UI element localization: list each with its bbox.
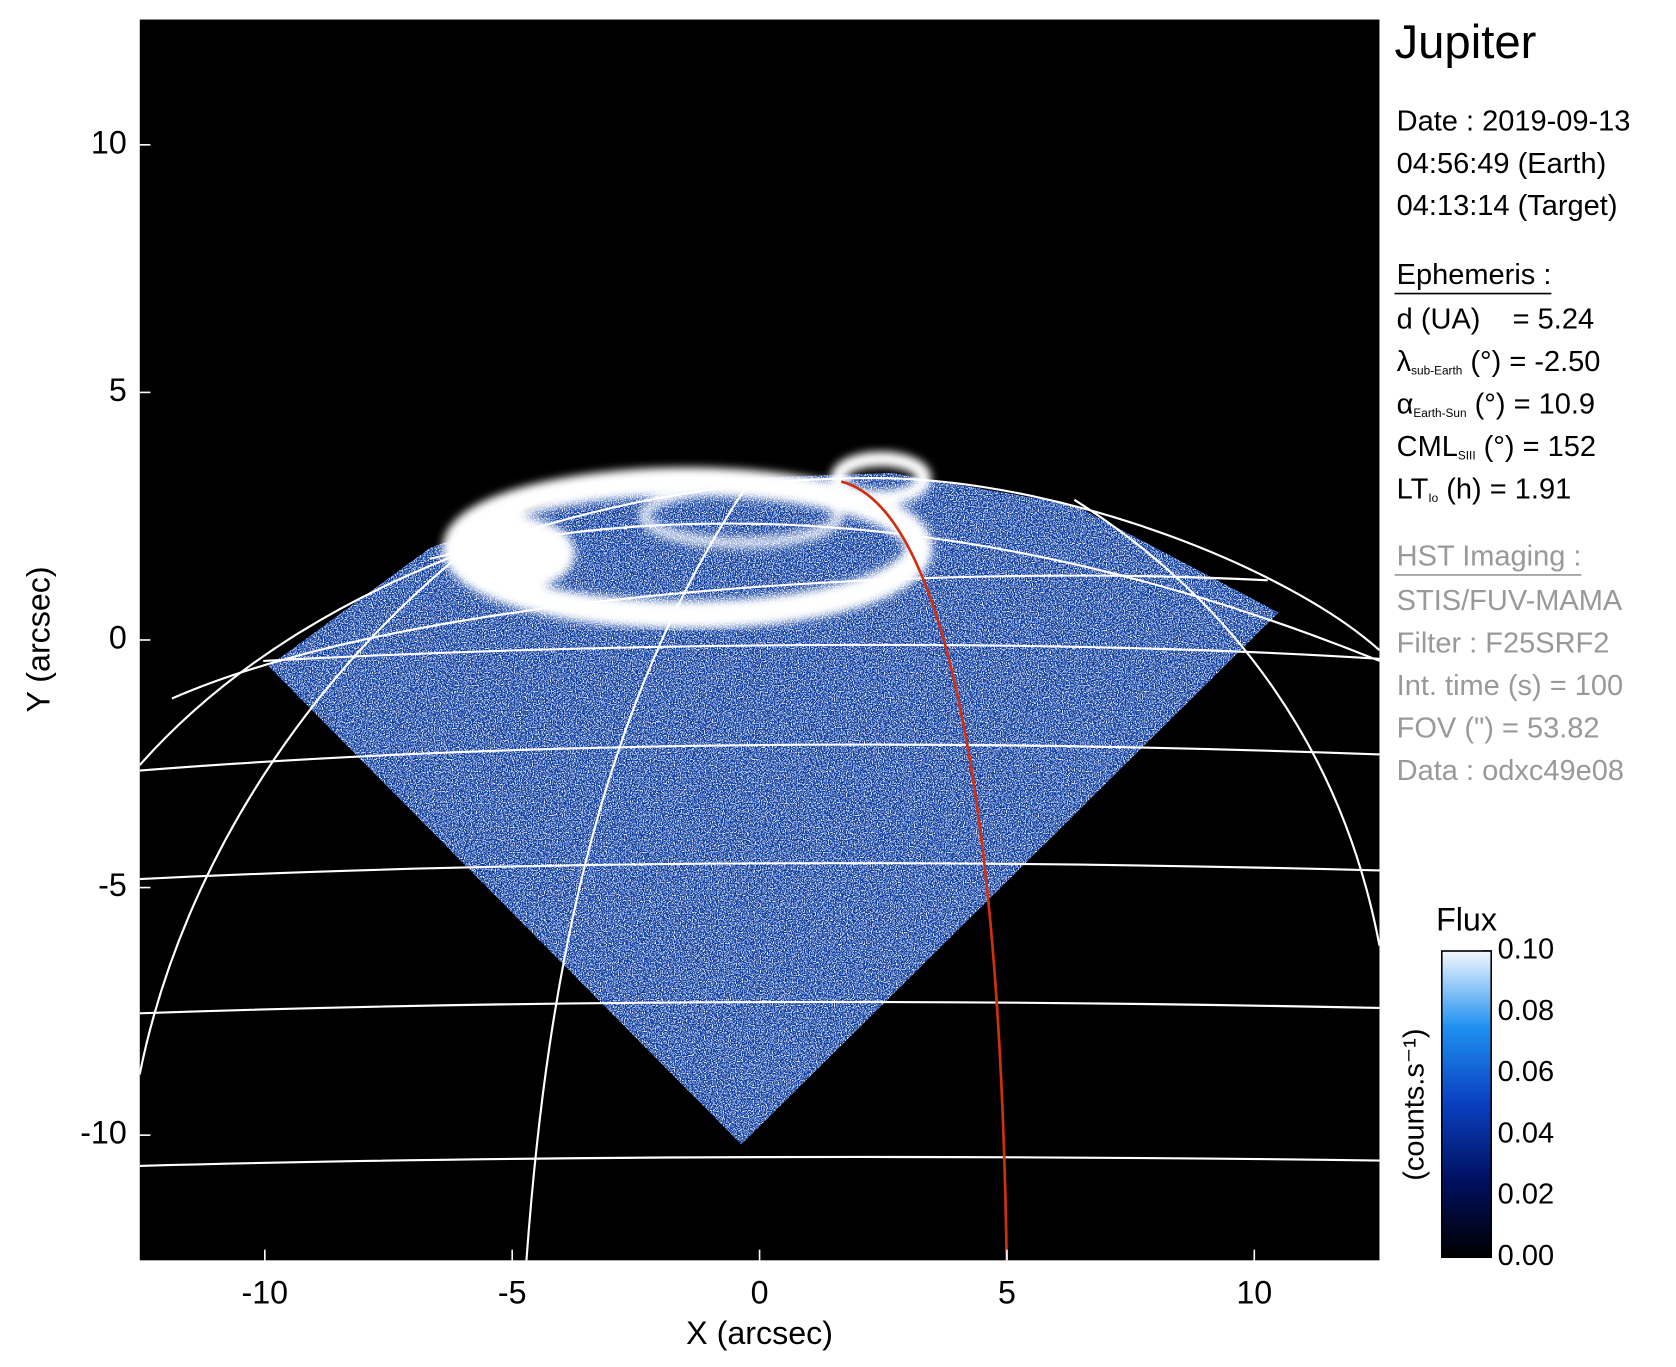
info-main: Data : odxc49e08 [1397, 755, 1624, 787]
info-line: Int. time (s) = 100 [1397, 670, 1623, 702]
info-sub: Earth-Sun [1413, 406, 1466, 420]
info-main: FOV (") = 53.82 [1397, 712, 1600, 744]
section-heading: Ephemeris : [1397, 259, 1552, 291]
colorbar-label: Flux [1436, 902, 1497, 938]
y-axis-label: Y (arcsec) [20, 566, 56, 712]
info-line: αEarth-Sun (°) = 10.9 [1397, 388, 1595, 420]
y-tick-label: 0 [109, 620, 127, 656]
info-rest: (h) = 1.91 [1438, 473, 1571, 505]
info-line: LTIo (h) = 1.91 [1397, 473, 1572, 505]
x-tick-label: -10 [242, 1274, 289, 1310]
info-rest: (°) = 152 [1476, 431, 1596, 463]
colorbar-tick-label: 0.00 [1498, 1240, 1554, 1272]
axes: -10 -5 0 5 10 -10 -5 0 5 10 0.00 0.02 0.04 0.06 0.08 0.… [80, 124, 1554, 1310]
info-sub: Io [1428, 491, 1438, 505]
info-line: λsub-Earth (°) = -2.50 [1397, 346, 1601, 378]
x-tick-label: 5 [998, 1274, 1016, 1310]
io-footprint [840, 480, 1009, 1261]
info-main: Int. time (s) = 100 [1397, 670, 1623, 702]
info-line: STIS/FUV-MAMA [1397, 585, 1623, 617]
info-main: α [1397, 388, 1414, 420]
info-main: λ [1397, 346, 1412, 378]
colorbar-tick-label: 0.10 [1498, 934, 1554, 966]
x-tick-label: -5 [498, 1274, 527, 1310]
info-main: STIS/FUV-MAMA [1397, 585, 1623, 617]
title: Jupiter [1395, 16, 1537, 69]
x-tick-label: 0 [751, 1274, 769, 1310]
image [139, 19, 1380, 1261]
aurora [442, 451, 933, 629]
date-line: 04:13:14 (Target) [1397, 190, 1618, 222]
y-tick-label: -10 [80, 1115, 127, 1151]
y-tick-label: 10 [91, 124, 127, 160]
info-rest: (°) = -2.50 [1462, 346, 1600, 378]
section-heading: HST Imaging : [1397, 540, 1582, 572]
colorbar-tick-label: 0.02 [1498, 1179, 1554, 1211]
info-panel: Date : 2019-09-13 04:56:49 (Earth) 04:13:1… [1394, 105, 1631, 787]
info-main: Filter : F25SRF2 [1397, 627, 1610, 659]
date-line: Date : 2019-09-13 [1397, 105, 1631, 137]
info-line: FOV (") = 53.82 [1397, 712, 1600, 744]
x-axis-label: X (arcsec) [686, 1315, 833, 1351]
colorbar-tick-label: 0.08 [1498, 995, 1554, 1027]
info-sub: sub-Earth [1411, 364, 1462, 378]
colorbar-unit: (counts.s⁻¹) [1399, 1029, 1431, 1181]
info-main: CML [1397, 431, 1458, 463]
info-line: d (UA) = 5.24 [1397, 303, 1594, 335]
x-tick-label: 10 [1236, 1274, 1272, 1310]
info-main: d (UA) = 5.24 [1397, 303, 1594, 335]
colorbar [1440, 950, 1493, 1259]
date-line: 04:56:49 (Earth) [1397, 148, 1607, 180]
y-tick-label: 5 [109, 372, 127, 408]
info-line: Filter : F25SRF2 [1397, 627, 1610, 659]
planet-grid [139, 476, 1380, 1261]
info-line: Data : odxc49e08 [1397, 755, 1624, 787]
info-line: CMLSIII (°) = 152 [1397, 431, 1596, 463]
y-tick-label: -5 [98, 867, 127, 903]
info-main: LT [1397, 473, 1429, 505]
colorbar-tick-label: 0.06 [1498, 1056, 1554, 1088]
info-sub: SIII [1458, 449, 1476, 463]
colorbar-tick-label: 0.04 [1498, 1117, 1554, 1149]
info-rest: (°) = 10.9 [1467, 388, 1595, 420]
detector-noise [268, 472, 1279, 1145]
